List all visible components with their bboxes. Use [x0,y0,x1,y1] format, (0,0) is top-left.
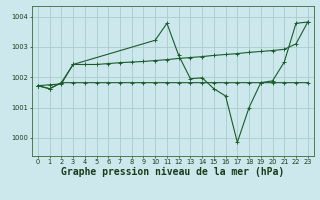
X-axis label: Graphe pression niveau de la mer (hPa): Graphe pression niveau de la mer (hPa) [61,167,284,177]
